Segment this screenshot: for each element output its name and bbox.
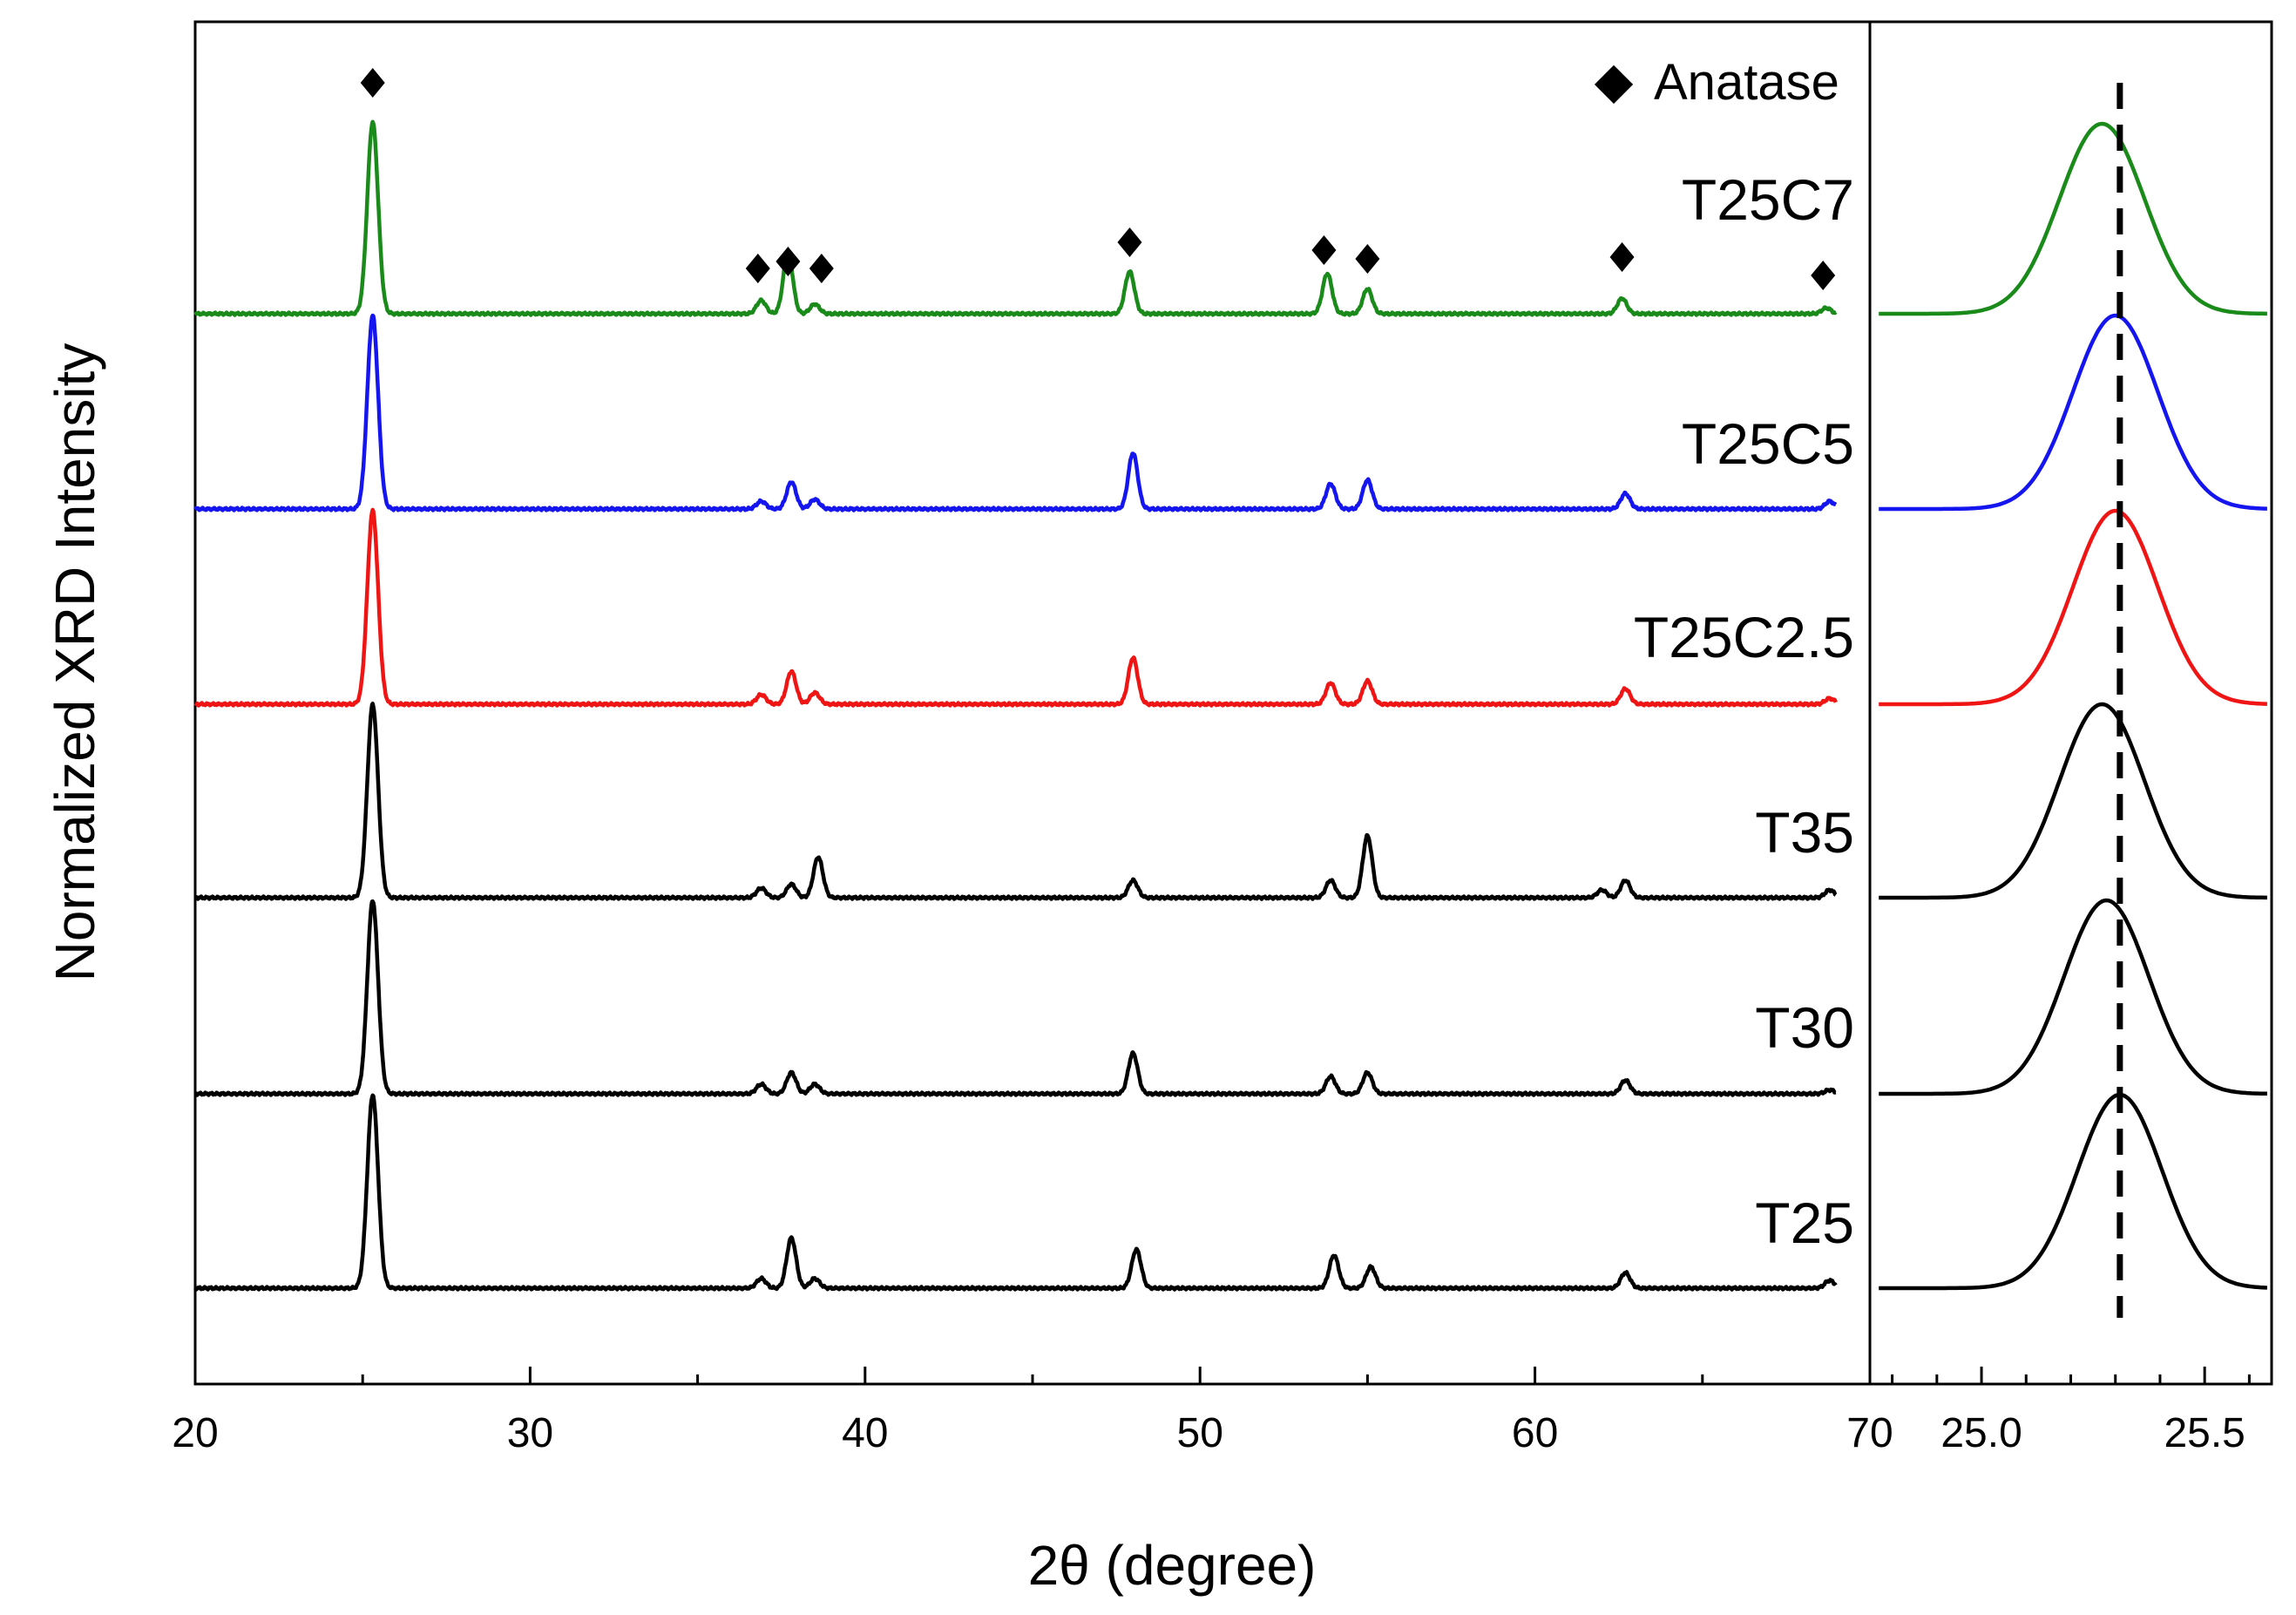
series-line-t30 (193, 899, 1838, 1097)
x-tick-label: 20 (172, 1410, 218, 1456)
x-tick-label: 60 (1512, 1410, 1558, 1456)
sample-label-t25: T25 (1755, 1191, 1854, 1255)
zoom-series-line-t25c5 (1879, 313, 2267, 512)
anatase-markers (360, 68, 1836, 290)
anatase-marker (1117, 227, 1142, 257)
sample-label-t25c2-5: T25C2.5 (1634, 605, 1854, 669)
anatase-marker (1355, 244, 1380, 274)
anatase-marker (1311, 235, 1337, 265)
anatase-marker (1609, 242, 1635, 272)
sample-labels: T25C7 T25C5 T25C2.5 T35 T30 T25 (1634, 167, 1854, 1255)
series-line-t25 (193, 1093, 1838, 1292)
axis-ticks: 20 30 40 50 60 70 25.0 25.5 (172, 1367, 2251, 1456)
anatase-marker (809, 254, 834, 283)
series-line-t25c7 (193, 119, 1838, 317)
sample-label-t30: T30 (1755, 995, 1854, 1060)
sample-label-t35: T35 (1755, 800, 1854, 865)
sample-label-t25c5: T25C5 (1682, 411, 1854, 476)
zoom-series-line-t25c2-5 (1879, 508, 2267, 707)
x-tick-label: 30 (507, 1410, 553, 1456)
zoom-series-line-t35 (1879, 702, 2267, 900)
anatase-marker (1811, 261, 1836, 290)
main-series-group (193, 119, 1838, 1292)
anatase-marker (360, 68, 385, 98)
zoom-series-group (1879, 83, 2267, 1318)
zoom-x-tick-label: 25.5 (2164, 1410, 2245, 1456)
sample-label-t25c7: T25C7 (1682, 167, 1854, 232)
x-tick-label: 40 (842, 1410, 888, 1456)
y-axis-title: Normalized XRD Intensity (44, 343, 106, 982)
anatase-marker (775, 247, 801, 276)
x-axis-title: 2θ (degree) (1028, 1534, 1317, 1597)
series-line-t35 (193, 702, 1838, 901)
x-tick-label: 70 (1846, 1410, 1893, 1456)
zoom-x-tick-label: 25.0 (1940, 1410, 2022, 1456)
series-line-t25c2-5 (193, 507, 1838, 708)
legend: ◆ Anatase (1595, 52, 1839, 111)
legend-marker: ◆ (1595, 52, 1634, 109)
zoom-series-line-t25 (1879, 1092, 2267, 1291)
series-line-t25c5 (193, 313, 1838, 512)
zoom-series-line-t30 (1879, 898, 2267, 1096)
legend-label-anatase: Anatase (1654, 54, 1839, 111)
anatase-marker (745, 254, 770, 283)
zoom-series-line-t25c7 (1879, 121, 2267, 316)
x-tick-label: 50 (1177, 1410, 1223, 1456)
